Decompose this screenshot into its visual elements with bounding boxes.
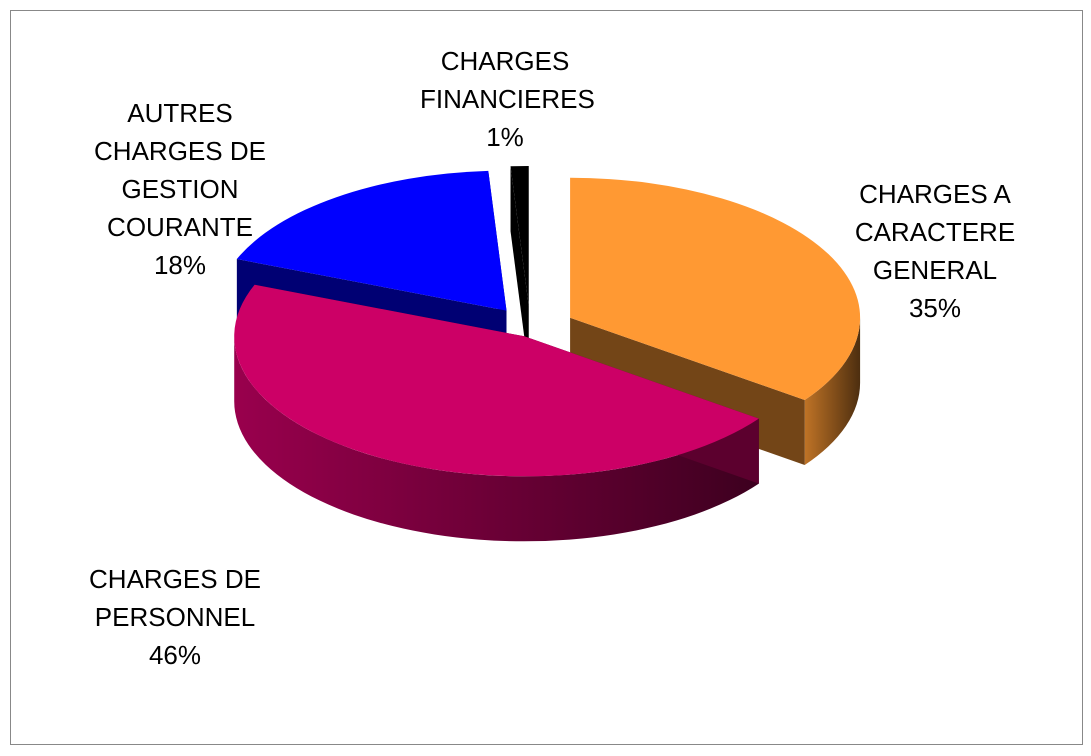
- value-label: 18%: [153, 250, 207, 280]
- slice-label: CHARGES A CARACTERE GENERAL 35%: [825, 175, 1045, 327]
- slice-label: AUTRES CHARGES DE GESTION COURANTE 18%: [75, 94, 285, 284]
- slice-wall: [510, 166, 529, 372]
- value-label: 35%: [908, 293, 962, 323]
- slice-top: [236, 170, 507, 311]
- chart-frame: [10, 10, 1083, 745]
- category-label: AUTRES CHARGES DE GESTION COURANTE: [94, 98, 266, 242]
- slice-label: CHARGES DE PERSONNEL 46%: [60, 560, 290, 674]
- slice-top: [570, 177, 861, 401]
- category-label: CHARGES FINANCIERES: [420, 46, 595, 114]
- value-label: 1%: [486, 122, 524, 152]
- value-label: 46%: [148, 640, 202, 670]
- slice-top: [234, 284, 759, 477]
- category-label: CHARGES DE PERSONNEL: [89, 564, 261, 632]
- slice-side: [234, 336, 759, 542]
- slice-label: CHARGES FINANCIERES 1%: [420, 42, 595, 156]
- category-label: CHARGES A CARACTERE GENERAL: [854, 179, 1016, 285]
- slice-side: [804, 317, 861, 466]
- slice-top: [510, 166, 529, 307]
